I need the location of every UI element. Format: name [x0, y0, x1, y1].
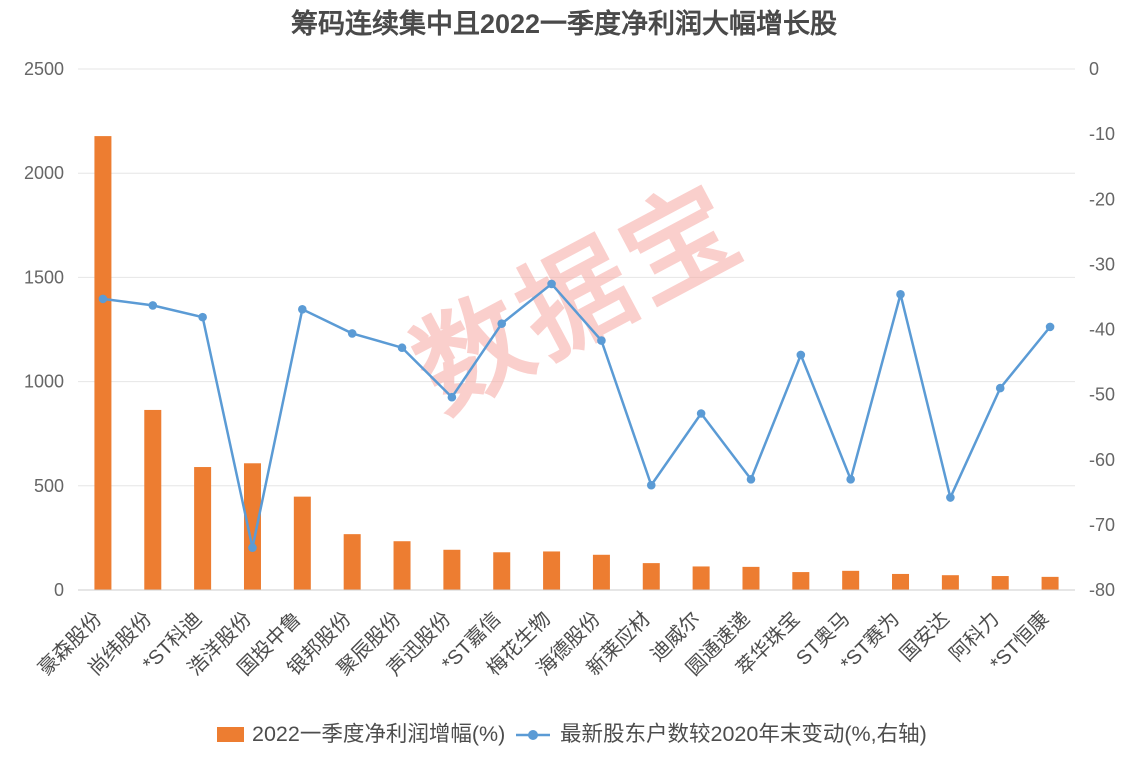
svg-text:0: 0 [1089, 59, 1099, 79]
svg-text:-40: -40 [1089, 320, 1115, 340]
svg-text:1500: 1500 [24, 267, 64, 287]
svg-text:最新股东户数较2020年末变动(%,右轴): 最新股东户数较2020年末变动(%,右轴) [560, 722, 927, 746]
svg-text:2022一季度净利润增幅(%): 2022一季度净利润增幅(%) [252, 722, 505, 746]
svg-text:-50: -50 [1089, 385, 1115, 405]
svg-text:2000: 2000 [24, 163, 64, 183]
svg-text:-20: -20 [1089, 189, 1115, 209]
svg-text:0: 0 [54, 580, 64, 600]
svg-text:筹码连续集中且2022一季度净利润大幅增长股: 筹码连续集中且2022一季度净利润大幅增长股 [291, 8, 837, 39]
svg-text:-10: -10 [1089, 124, 1115, 144]
svg-text:-70: -70 [1089, 515, 1115, 535]
svg-text:2500: 2500 [24, 59, 64, 79]
svg-text:1000: 1000 [24, 372, 64, 392]
svg-text:-80: -80 [1089, 580, 1115, 600]
svg-text:500: 500 [34, 476, 64, 496]
svg-text:-30: -30 [1089, 254, 1115, 274]
svg-text:-60: -60 [1089, 450, 1115, 470]
